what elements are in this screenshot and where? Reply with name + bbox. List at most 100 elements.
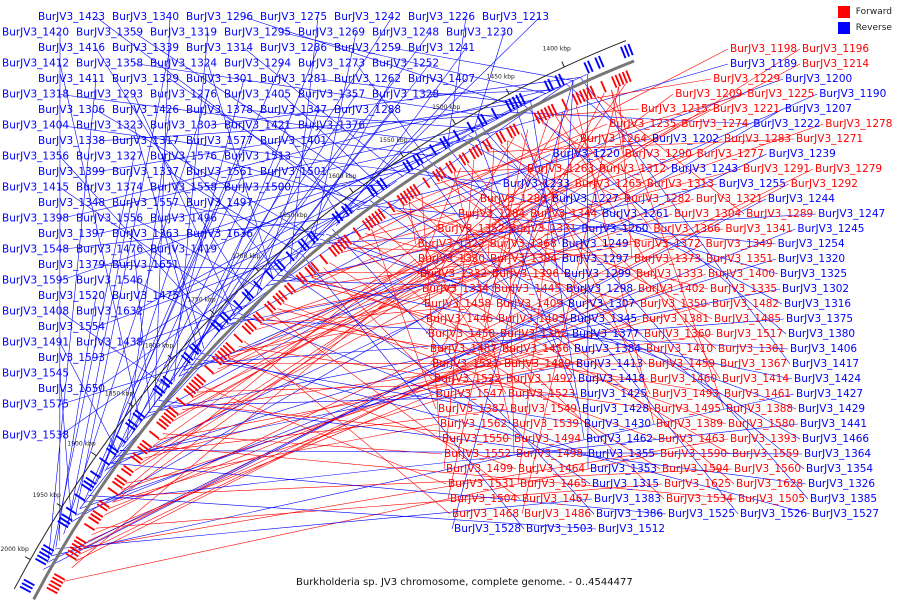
gene-label: BurJV3_1463 xyxy=(658,433,725,445)
forward-gene xyxy=(185,385,197,395)
forward-gene xyxy=(374,210,383,222)
gene-label: BurJV3_1190 xyxy=(819,88,886,100)
gene-label: BurJV3_1372 xyxy=(634,238,701,250)
tick-mark xyxy=(254,266,259,272)
gene-link xyxy=(289,16,319,265)
gene-label: BurJV3_1366 xyxy=(653,223,720,235)
forward-gene xyxy=(422,177,431,189)
gene-link xyxy=(434,93,746,185)
gene-link xyxy=(507,140,623,200)
gene-link xyxy=(126,109,171,441)
tick-label: 1800 kbp xyxy=(145,342,173,349)
forward-gene xyxy=(298,271,308,283)
tick-label: 1450 kbp xyxy=(487,73,515,80)
gene-label: BurJV3_1400 xyxy=(708,268,775,280)
gene-label: BurJV3_1526 xyxy=(740,508,807,520)
gene-link xyxy=(59,216,349,250)
forward-gene xyxy=(263,303,274,314)
gene-link xyxy=(152,258,417,447)
forward-gene xyxy=(90,513,102,522)
gene-label: BurJV3_1222 xyxy=(753,118,820,130)
gene-label: BurJV3_1450 xyxy=(428,328,495,340)
forward-gene xyxy=(92,509,104,518)
gene-label: BurJV3_1289 xyxy=(746,208,813,220)
reverse-gene xyxy=(154,384,166,394)
reverse-gene xyxy=(297,240,307,252)
gene-label: BurJV3_1636 xyxy=(186,228,253,240)
gene-link xyxy=(495,92,605,320)
gene-link xyxy=(116,228,436,497)
reverse-gene xyxy=(105,447,117,457)
reverse-gene xyxy=(241,291,252,302)
gene-label: BurJV3_1274 xyxy=(681,118,748,130)
gene-link xyxy=(183,228,580,371)
gene-link xyxy=(356,138,651,211)
forward-gene xyxy=(481,140,490,152)
gene-link xyxy=(63,94,209,535)
gene-link xyxy=(421,192,441,440)
gene-label: BurJV3_1456 xyxy=(502,343,569,355)
gene-link xyxy=(59,342,119,454)
tick-label: 1550 kbp xyxy=(379,137,407,144)
forward-gene xyxy=(550,103,558,116)
gene-link xyxy=(95,249,308,328)
gene-link xyxy=(243,340,451,515)
gene-link xyxy=(347,247,705,260)
gene-link xyxy=(133,249,151,412)
reverse-gene xyxy=(285,251,295,262)
gene-label: BurJV3_1322 xyxy=(418,238,485,250)
gene-label: BurJV3_1345 xyxy=(570,313,637,325)
reverse-gene xyxy=(620,46,627,59)
forward-gene xyxy=(107,487,119,496)
gene-link xyxy=(59,124,487,219)
forward-gene xyxy=(582,88,590,101)
gene-link xyxy=(59,63,141,423)
gene-label: BurJV3_1335 xyxy=(710,283,777,295)
gene-label: BurJV3_1294 xyxy=(224,58,291,70)
gene-link xyxy=(59,311,170,389)
gene-label: BurJV3_1215 xyxy=(641,103,708,115)
reverse-gene xyxy=(108,444,120,453)
reverse-gene xyxy=(218,313,229,324)
gene-link xyxy=(48,78,97,561)
gene-link xyxy=(95,140,245,484)
gene-label: BurJV3_1398 xyxy=(2,213,69,225)
reverse-gene xyxy=(273,261,284,272)
reverse-gene xyxy=(57,520,69,529)
gene-labels: BurJV3_1423 BurJV3_1340 BurJV3_1296 BurJV3_… xyxy=(2,11,892,535)
gene-label: BurJV3_1414 xyxy=(722,373,789,385)
gene-link xyxy=(207,156,367,204)
gene-link xyxy=(454,168,526,173)
gene-label: BurJV3_1377 xyxy=(572,328,639,340)
gene-link xyxy=(523,104,787,335)
gene-link xyxy=(110,462,667,515)
gene-label: BurJV3_1329 xyxy=(112,73,179,85)
gene-label: BurJV3_1595 xyxy=(2,275,69,287)
gene-link xyxy=(283,269,591,485)
gene-link xyxy=(295,78,393,260)
gene-label: BurJV3_1230 xyxy=(446,27,513,39)
gene-label: BurJV3_1429 xyxy=(798,403,865,415)
forward-gene xyxy=(399,192,409,204)
forward-gene xyxy=(275,292,285,303)
gene-link xyxy=(227,357,517,470)
forward-gene xyxy=(536,110,544,123)
forward-gene xyxy=(247,319,257,330)
gene-label: BurJV3_1430 xyxy=(584,418,651,430)
reverse-swatch xyxy=(837,22,850,34)
reverse-gene xyxy=(623,45,630,57)
gene-label: BurJV3_1227 xyxy=(552,193,619,205)
reverse-gene xyxy=(253,280,263,291)
gene-label: BurJV3_1475 xyxy=(112,290,179,302)
gene-link xyxy=(67,187,135,528)
gene-link xyxy=(169,171,302,255)
forward-gene xyxy=(196,373,207,383)
gene-label: BurJV3_1467 xyxy=(522,493,589,505)
forward-gene xyxy=(111,480,123,489)
gene-label: BurJV3_1381 xyxy=(642,313,709,325)
gene-label: BurJV3_1330 xyxy=(418,253,485,265)
forward-gene xyxy=(343,234,353,245)
gene-label: BurJV3_1233 xyxy=(503,178,570,190)
gene-label: BurJV3_1278 xyxy=(825,118,892,130)
gene-link xyxy=(59,373,72,522)
